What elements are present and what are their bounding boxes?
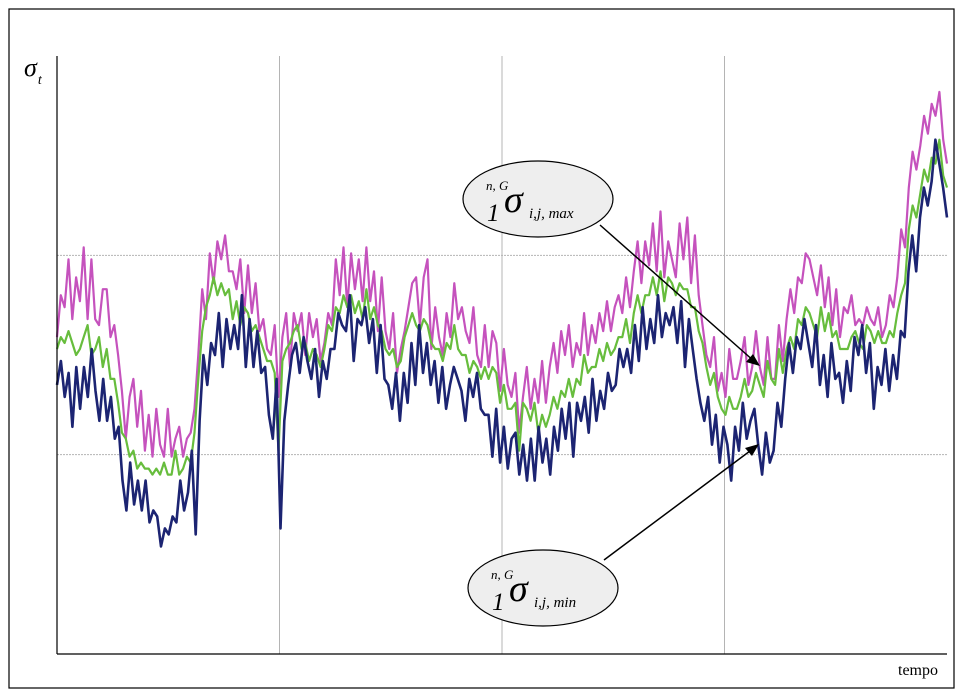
annotation-max-subscript: i,j, max (529, 206, 574, 222)
series-line-mid (55, 138, 949, 476)
y-axis-label: σt (24, 53, 43, 88)
annotation-max-ellipse (462, 160, 614, 238)
annotation-max-superscript: n, G (486, 178, 509, 193)
annotation-arrows (599, 224, 760, 561)
annotation-max-leading: 1 (487, 200, 500, 227)
annotation-min-subscript: i,j, min (534, 595, 576, 611)
arrow-min-line (603, 447, 755, 561)
annotation-min-superscript: n, G (491, 567, 514, 582)
arrow-max-head (746, 354, 760, 366)
outer-frame (8, 8, 955, 689)
annotation-min: n, G 1 σ i,j, min (467, 549, 619, 627)
x-axis-label: tempo (898, 662, 938, 679)
annotation-min-leading: 1 (492, 589, 505, 616)
series-group (55, 90, 949, 548)
arrow-max-line (599, 224, 756, 363)
annotation-min-ellipse (467, 549, 619, 627)
arrow-min-head (745, 444, 759, 456)
series-line-min (55, 138, 949, 548)
annotation-max-symbol: σ (504, 179, 524, 221)
annotation-max: n, G 1 σ i,j, max (462, 160, 614, 238)
annotation-min-symbol: σ (509, 568, 529, 610)
